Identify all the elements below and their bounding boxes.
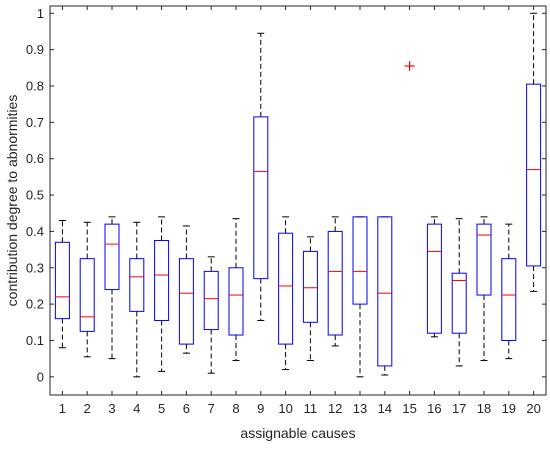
iqr-box (302, 250, 318, 323)
x-tick-label: 10 (278, 401, 292, 416)
y-tick-label: 0.4 (26, 224, 44, 239)
y-tick-label: 0.6 (26, 151, 44, 166)
plot-area (54, 12, 542, 378)
iqr-box (451, 272, 467, 334)
x-tick-label: 7 (208, 401, 215, 416)
x-tick-label: 17 (452, 401, 466, 416)
x-axis-label: assignable causes (240, 425, 355, 441)
y-tick-label: 0.5 (26, 188, 44, 203)
x-tick-label: 2 (84, 401, 91, 416)
x-tick-label: 12 (328, 401, 342, 416)
y-tick-label: 0.9 (26, 42, 44, 57)
iqr-box (426, 223, 442, 334)
y-tick-label: 0 (37, 369, 44, 384)
x-tick-label: 18 (477, 401, 491, 416)
iqr-box (476, 223, 492, 296)
y-tick-label: 0.8 (26, 78, 44, 93)
x-tick-label: 14 (378, 401, 392, 416)
x-tick-label: 19 (502, 401, 516, 416)
x-tick-label: 11 (304, 401, 318, 416)
x-tick-label: 8 (232, 401, 239, 416)
iqr-box (501, 258, 517, 341)
iqr-box (327, 230, 343, 336)
iqr-box (228, 267, 244, 336)
y-axis-label: contribution degree to abnormities (4, 95, 20, 307)
x-tick-label: 15 (402, 401, 416, 416)
x-tick-label: 20 (526, 401, 540, 416)
iqr-box (278, 232, 294, 345)
iqr-box (178, 258, 194, 345)
x-tick-label: 6 (183, 401, 190, 416)
x-tick-label: 9 (257, 401, 264, 416)
iqr-box (203, 270, 219, 331)
y-tick-label: 0.7 (26, 115, 44, 130)
x-tick-label: 5 (158, 401, 165, 416)
iqr-box (154, 239, 170, 321)
iqr-box (54, 241, 70, 320)
iqr-box (79, 258, 95, 332)
x-tick-label: 16 (427, 401, 441, 416)
y-tick-label: 0.3 (26, 260, 44, 275)
x-tick-label: 13 (353, 401, 367, 416)
iqr-box (377, 216, 393, 367)
y-tick-label: 0.2 (26, 297, 44, 312)
y-tick-label: 1 (37, 6, 44, 21)
x-tick-label: 3 (108, 401, 115, 416)
axes-frame (49, 5, 547, 396)
x-tick-label: 1 (59, 401, 66, 416)
x-tick-label: 4 (133, 401, 140, 416)
iqr-box (129, 258, 145, 312)
iqr-box (253, 116, 269, 280)
axes: 00.10.20.30.40.50.60.70.80.911 2 3 4 5 6 7 8 9 10… (26, 5, 547, 416)
iqr-box (352, 216, 368, 305)
y-tick-label: 0.1 (26, 333, 44, 348)
iqr-box (526, 83, 542, 267)
iqr-box (104, 223, 120, 291)
